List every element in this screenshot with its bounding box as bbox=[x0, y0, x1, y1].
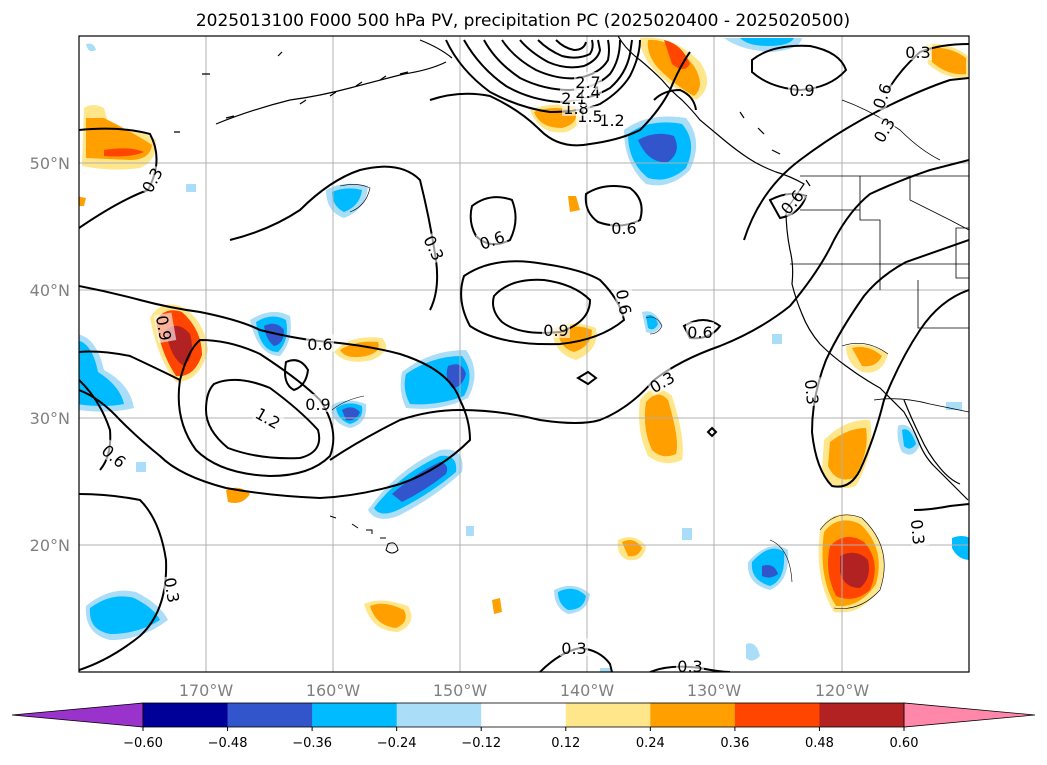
contour-label-bg bbox=[251, 402, 286, 432]
colorbar-segment bbox=[734, 703, 820, 727]
contour-label-bg bbox=[676, 656, 704, 672]
contour-label-bg bbox=[610, 218, 638, 236]
lon-label: 150°W bbox=[433, 681, 488, 700]
precip-contour-lines bbox=[331, 184, 889, 609]
contour-label: 2.7 bbox=[575, 73, 600, 92]
longitude-labels: 170°W 160°W 150°W 140°W 130°W 120°W bbox=[179, 681, 870, 700]
contour-label-bg bbox=[306, 334, 334, 352]
lat-label: 50°N bbox=[30, 154, 70, 173]
political-borders bbox=[790, 99, 969, 413]
lon-label: 170°W bbox=[179, 681, 234, 700]
contour-label-bg bbox=[98, 439, 132, 472]
contour-label-bg bbox=[304, 394, 332, 412]
contour-label: 0.9 bbox=[305, 395, 330, 414]
lon-label: 160°W bbox=[306, 681, 361, 700]
lat-label: 30°N bbox=[30, 409, 70, 428]
colorbar-segment bbox=[312, 703, 398, 727]
figure-title: 2025013100 F000 500 hPa PV, precipitatio… bbox=[196, 11, 850, 31]
contour-label-bg bbox=[686, 322, 714, 340]
contour-label: 0.6 bbox=[687, 323, 712, 342]
contour-label-bg bbox=[788, 80, 816, 98]
contour-label: 0.3 bbox=[561, 639, 586, 658]
colorbar-frame bbox=[142, 702, 905, 728]
coastlines bbox=[174, 36, 969, 501]
contour-label-bg bbox=[613, 286, 637, 318]
contour-label-bg bbox=[161, 574, 185, 606]
colorbar-tick-label: −0.36 bbox=[292, 736, 332, 751]
hawaiian-islands bbox=[329, 515, 399, 554]
colorbar-segment bbox=[396, 703, 482, 727]
colorbar-tick-label: 0.60 bbox=[890, 736, 919, 751]
colorbar-tick-label: 0.36 bbox=[720, 736, 749, 751]
contour-label: 0.3 bbox=[677, 657, 702, 676]
contour-label: 0.6 bbox=[611, 219, 636, 238]
contour-label-bg bbox=[574, 72, 602, 90]
colorbar-tick-label: 0.24 bbox=[636, 736, 665, 751]
colorbar-segment bbox=[227, 703, 313, 727]
contour-label-bg bbox=[136, 162, 166, 197]
contour-label: 0.6 bbox=[612, 288, 635, 316]
colorbar-extend-max bbox=[903, 702, 1036, 728]
graticule-grid bbox=[79, 36, 969, 672]
contour-label: 0.9 bbox=[789, 81, 814, 100]
contour-label-bg bbox=[475, 225, 508, 253]
contour-label-bg bbox=[598, 110, 626, 128]
contour-label: 1.2 bbox=[599, 111, 624, 130]
contour-label: 0.9 bbox=[543, 321, 568, 340]
colorbar-tick-label: −0.12 bbox=[461, 736, 501, 751]
colorbar-tick-label: 0.48 bbox=[805, 736, 834, 751]
colorbar-tick-label: 0.12 bbox=[551, 736, 580, 751]
lon-label: 130°W bbox=[687, 681, 742, 700]
contour-label-bg bbox=[802, 377, 824, 407]
lon-label: 120°W bbox=[815, 681, 870, 700]
contour-label-bg bbox=[867, 79, 895, 112]
latitude-labels: 50°N 40°N 30°N 20°N bbox=[30, 154, 70, 555]
precip-negative-areas bbox=[79, 38, 969, 672]
contour-label-bg bbox=[420, 231, 450, 265]
contour-label-bg bbox=[560, 638, 588, 656]
colorbar-segment bbox=[565, 703, 651, 727]
contour-label: 0.3 bbox=[905, 43, 930, 62]
lat-label: 20°N bbox=[30, 536, 70, 555]
contour-label-bg bbox=[908, 517, 930, 547]
colorbar-segment bbox=[650, 703, 736, 727]
contour-label-bg bbox=[775, 184, 808, 218]
colorbar-segment bbox=[143, 703, 229, 727]
contour-label-bg bbox=[644, 366, 679, 396]
contour-label-bg bbox=[542, 320, 570, 338]
map-frame bbox=[78, 35, 970, 673]
colorbar: −0.60 −0.48 −0.36 −0.24 −0.12 0.12 0.24 0.36 0.4… bbox=[11, 702, 1036, 751]
colorbar-tick-label: −0.48 bbox=[208, 736, 248, 751]
colorbar-tick-label: −0.24 bbox=[377, 736, 417, 751]
contour-label: 0.6 bbox=[307, 335, 332, 354]
contour-label-bg bbox=[904, 42, 932, 60]
contour-label: 0.9 bbox=[152, 314, 175, 342]
contour-label: 0.3 bbox=[801, 378, 823, 405]
contour-label: 0.3 bbox=[160, 576, 183, 604]
colorbar-segment bbox=[819, 703, 905, 727]
contour-label: 0.3 bbox=[907, 518, 929, 545]
colorbar-segment bbox=[481, 703, 567, 727]
contour-label-bg bbox=[868, 112, 898, 147]
colorbar-extend-min bbox=[11, 702, 144, 728]
contour-label-bg bbox=[153, 312, 177, 344]
lat-label: 40°N bbox=[30, 281, 70, 300]
colorbar-tick-label: −0.60 bbox=[123, 736, 163, 751]
lon-label: 140°W bbox=[560, 681, 615, 700]
